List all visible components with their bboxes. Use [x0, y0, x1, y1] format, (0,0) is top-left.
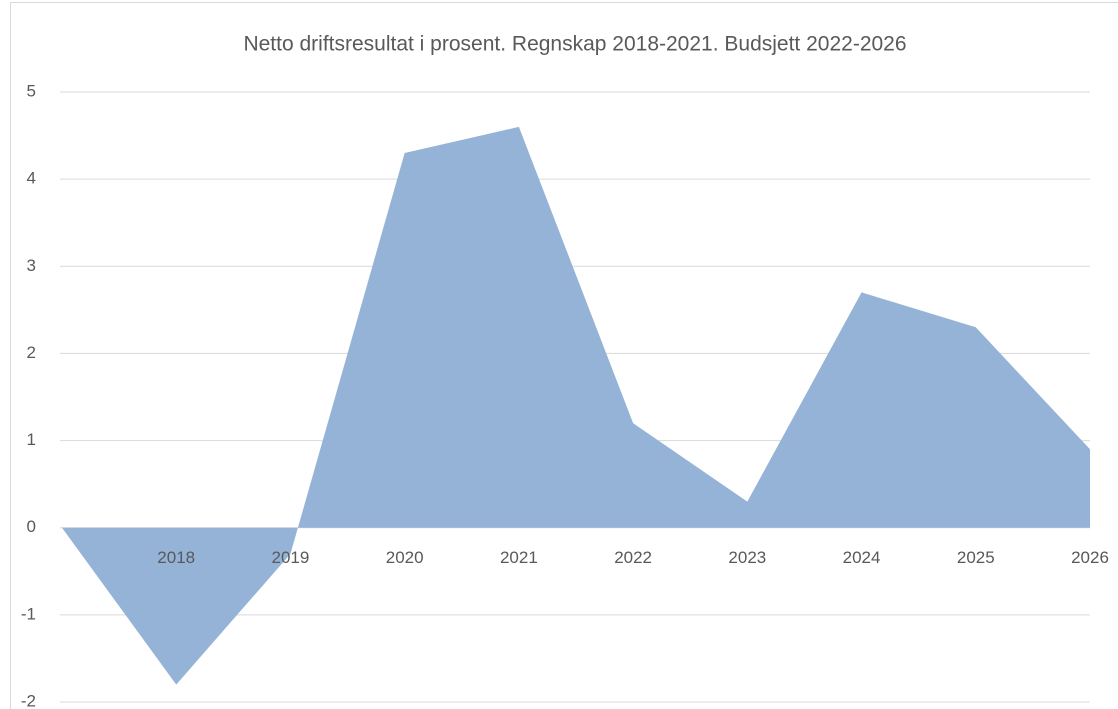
- x-tick-label: 2019: [272, 548, 310, 567]
- y-tick-label: 2: [27, 343, 36, 362]
- chart-title: Netto driftsresultat i prosent. Regnskap…: [243, 33, 906, 56]
- x-tick-label: 2024: [843, 548, 881, 567]
- y-tick-label: -1: [21, 604, 36, 623]
- x-tick-label: 2020: [386, 548, 424, 567]
- x-tick-label: 2018: [157, 548, 195, 567]
- x-tick-label: 2025: [957, 548, 995, 567]
- x-tick-label: 2021: [500, 548, 538, 567]
- x-tick-label: 2026: [1071, 548, 1109, 567]
- y-tick-label: 4: [27, 169, 36, 188]
- y-tick-label: 0: [27, 517, 36, 536]
- y-tick-label: 1: [27, 430, 36, 449]
- x-tick-label: 2023: [728, 548, 766, 567]
- y-tick-label: -2: [21, 691, 36, 709]
- y-tick-label: 5: [27, 81, 36, 100]
- y-tick-label: 3: [27, 256, 36, 275]
- x-tick-label: 2022: [614, 548, 652, 567]
- area: [62, 126, 1090, 685]
